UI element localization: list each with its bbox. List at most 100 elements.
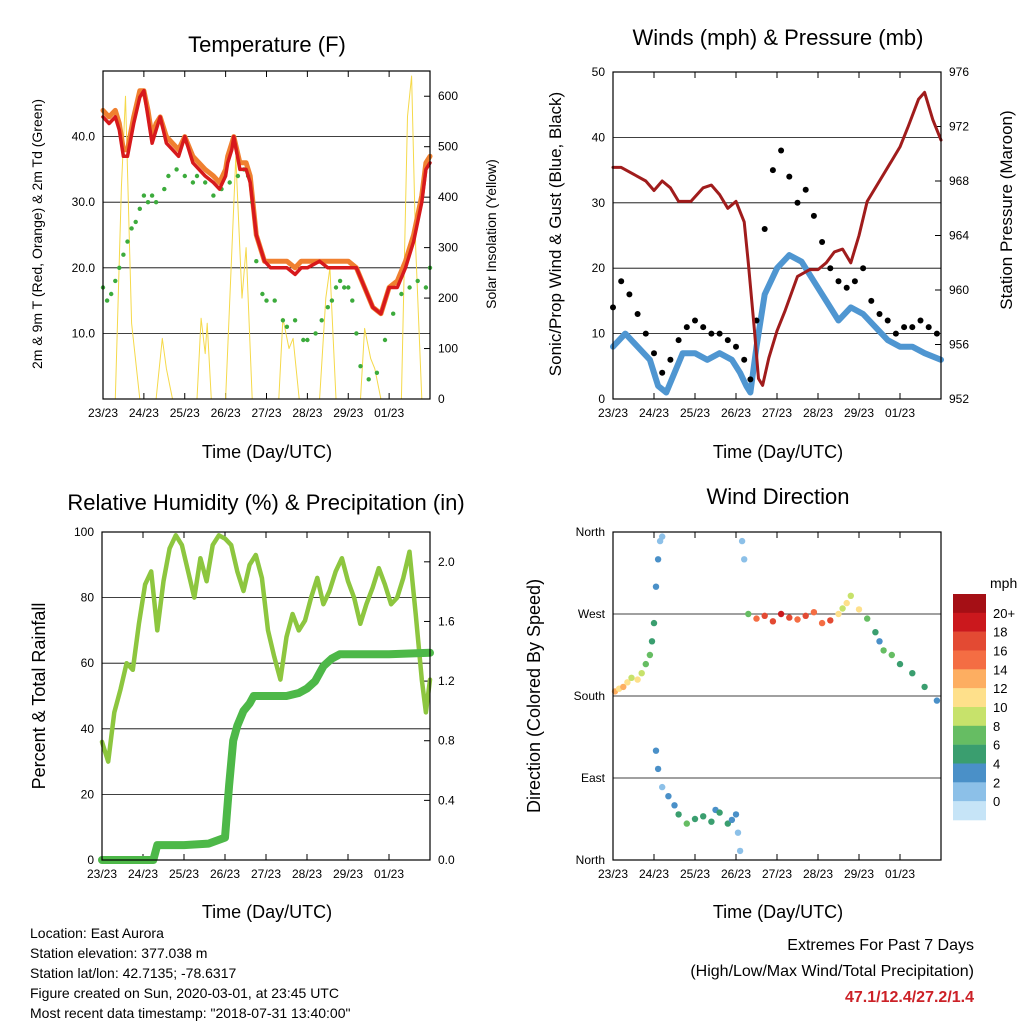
- y-tick-label-right: 0.0: [438, 853, 455, 867]
- colorbar-title: mph: [990, 575, 1017, 591]
- x-tick-label: 27/23: [251, 867, 281, 881]
- winds-panel: Winds (mph) & Pressure (mb) Sonic/Prop W…: [546, 25, 1016, 462]
- dewpoint-dot: [313, 331, 318, 336]
- colorbar-label: 6: [993, 738, 1000, 753]
- direction-point: [634, 676, 641, 683]
- dewpoint-dot: [104, 298, 110, 303]
- figure-created: Figure created on Sun, 2020-03-01, at 23…: [30, 985, 339, 1001]
- direction-point: [786, 614, 793, 621]
- humidity-panel: Relative Humidity (%) & Precipitation (i…: [29, 490, 465, 922]
- y-tick-label: 0: [87, 853, 94, 867]
- dewpoint-dot: [272, 298, 277, 303]
- plot-frame: [612, 71, 942, 400]
- gust-dot: [868, 297, 875, 304]
- direction-point: [761, 612, 768, 619]
- dewpoint-dot: [211, 193, 216, 198]
- colorbar-swatch: [953, 725, 986, 745]
- gust-dot: [683, 324, 690, 331]
- colorbar-swatch: [953, 594, 986, 614]
- y-tick-label: 20: [592, 261, 606, 275]
- direction-point: [652, 583, 660, 590]
- x-tick-label: 29/23: [333, 867, 363, 881]
- dewpoint-dot: [109, 291, 114, 297]
- gust-dot: [761, 226, 768, 232]
- direction-ylabel-left: Direction (Colored By Speed): [524, 579, 544, 813]
- direction-point: [909, 670, 916, 677]
- plot-frame: [612, 531, 942, 861]
- gust-dot: [741, 356, 748, 363]
- direction-point: [745, 610, 752, 618]
- direction-point: [802, 612, 809, 619]
- direction-point: [659, 783, 666, 791]
- dewpoint-dot: [141, 193, 147, 198]
- direction-point: [671, 802, 678, 809]
- y-tick-label: West: [578, 607, 606, 621]
- y-tick-label: 10: [592, 327, 606, 341]
- humidity-ylabel-left: Percent & Total Rainfall: [29, 603, 49, 790]
- y-tick-label: East: [581, 771, 606, 785]
- dewpoint-dot: [203, 180, 208, 185]
- x-tick-label: 24/23: [128, 867, 158, 881]
- direction-point: [646, 651, 654, 659]
- dewpoint-dot: [260, 291, 265, 297]
- y-tick-label-right: 0.4: [438, 793, 455, 807]
- direction-point: [675, 811, 682, 818]
- colorbar-label: 0: [993, 794, 1000, 809]
- gust-dot: [876, 311, 883, 317]
- dewpoint-dot: [153, 200, 159, 205]
- x-tick-label: 27/23: [762, 867, 792, 881]
- colorbar-label: 8: [993, 719, 1000, 734]
- direction-point: [628, 674, 635, 681]
- colorbar-swatch: [953, 669, 986, 689]
- y-tick-label: 0: [598, 392, 605, 406]
- x-tick-label: 26/23: [721, 406, 751, 420]
- direction-point: [921, 683, 928, 691]
- x-tick-label: 28/23: [292, 406, 322, 420]
- direction-point: [835, 610, 842, 618]
- station-latlon: Station lat/lon: 42.7135; -78.6317: [30, 965, 237, 981]
- dewpoint-dot: [342, 285, 347, 290]
- direction-point: [777, 610, 785, 618]
- x-tick-label: 23/23: [598, 867, 628, 881]
- rh-line: [99, 533, 433, 764]
- colorbar-swatch: [953, 612, 986, 632]
- colorbar-swatch: [953, 763, 986, 783]
- direction-point: [880, 647, 887, 654]
- extremes-values: 47.1/12.4/27.2/1.4: [845, 989, 974, 1006]
- gust-dot: [884, 317, 891, 324]
- dewpoint-dot: [166, 173, 171, 179]
- direction-point: [734, 829, 742, 836]
- colorbar-label: 20+: [993, 606, 1015, 621]
- x-tick-label: 01/23: [885, 406, 915, 420]
- dewpoint-dot: [382, 337, 388, 343]
- y-tick-label-right: 0.8: [438, 734, 455, 748]
- direction-point: [650, 619, 658, 627]
- x-tick-label: 01/23: [885, 867, 915, 881]
- dewpoint-dot: [374, 370, 380, 375]
- x-tick-label: 25/23: [680, 867, 710, 881]
- dewpoint-dot: [354, 331, 359, 336]
- gust-dot: [667, 356, 674, 363]
- y-tick-label-right: 964: [949, 229, 969, 243]
- dewpoint-dot: [346, 285, 351, 290]
- direction-point: [700, 813, 707, 820]
- y-tick-label-right: 968: [949, 174, 969, 188]
- gust-dot: [794, 199, 801, 206]
- x-tick-label: 29/23: [333, 406, 363, 420]
- x-tick-label: 26/23: [721, 867, 751, 881]
- direction-point: [638, 670, 645, 677]
- dewpoint-dot: [284, 324, 290, 329]
- direction-point: [732, 811, 740, 818]
- direction-point: [847, 592, 854, 599]
- precip-line: [98, 648, 434, 864]
- direction-point: [933, 697, 941, 704]
- extremes-box: Extremes For Past 7 Days (High/Low/Max W…: [690, 933, 974, 1011]
- dewpoint-dot: [337, 278, 343, 284]
- gust-dot: [642, 330, 649, 337]
- x-tick-label: 25/23: [170, 406, 200, 420]
- gust-dot: [835, 278, 842, 285]
- direction-point: [642, 660, 649, 668]
- y-tick-label-right: 400: [438, 190, 458, 204]
- direction-point: [691, 815, 699, 823]
